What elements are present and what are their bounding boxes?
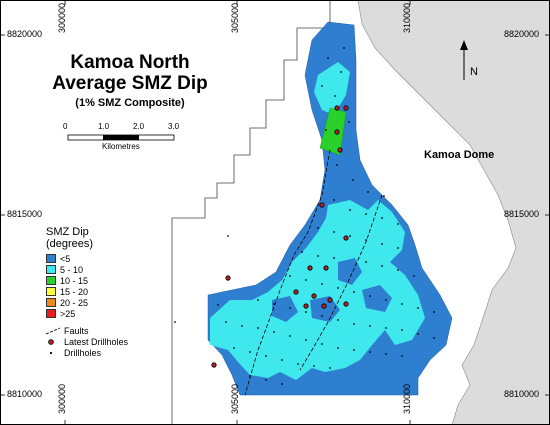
- legend-title-line2: (degrees): [46, 238, 94, 250]
- north-arrow-icon: [460, 40, 468, 80]
- scale-tick-2: 2.0: [133, 122, 145, 131]
- legend-label: 10 - 15: [60, 275, 89, 286]
- legend-swatch: [46, 298, 56, 307]
- scale-bar-graphic: [67, 134, 175, 141]
- coord-bottom-310000: 310000: [402, 384, 412, 415]
- map-subtitle: (1% SMZ Composite): [75, 97, 185, 109]
- legend-label: 15 - 20: [60, 286, 89, 297]
- coord-bottom-305000: 305000: [230, 384, 240, 415]
- kamoa-dome-label: Kamoa Dome: [424, 149, 495, 161]
- scale-tick-3: 3.0: [168, 122, 180, 131]
- coord-right-8815000: 8815000: [504, 209, 540, 219]
- legend-item: 5 - 10: [46, 264, 128, 275]
- latest-drillholes-layer: [211, 105, 349, 368]
- legend-item: <5: [46, 253, 128, 264]
- legend-item: 15 - 20: [46, 286, 128, 297]
- legend-label: <5: [60, 253, 71, 264]
- dip-zone-5-10-central: [210, 200, 425, 380]
- dip-zone-5-10-north: [314, 62, 350, 115]
- legend-item: 10 - 15: [46, 275, 128, 286]
- kamoa-dome-area: [357, 0, 550, 425]
- legend-title-line1: SMZ Dip: [46, 226, 89, 238]
- legend-item: >25: [46, 308, 128, 319]
- scale-tick-1: 1.0: [98, 122, 110, 131]
- legend-swatch: [46, 254, 56, 263]
- scale-tick-0: 0: [63, 122, 68, 131]
- fault-line-east: [299, 194, 383, 371]
- fault-line-west: [244, 149, 331, 396]
- latest-drillhole-icon: [48, 338, 54, 345]
- title-block: Kamoa North Average SMZ Dip (1% SMZ Comp…: [40, 52, 220, 109]
- legend-swatch: [46, 276, 56, 285]
- coord-left-8815000: 8815000: [7, 209, 43, 219]
- legend-label: >25: [60, 308, 76, 319]
- legend: SMZ Dip (degrees) <5 5 - 10 10 - 15 15 -…: [46, 226, 128, 358]
- coord-top-305000: 305000: [230, 3, 240, 34]
- coord-right-8820000: 8820000: [504, 29, 540, 39]
- coord-top-300000: 300000: [57, 3, 67, 34]
- legend-swatch: [46, 309, 56, 318]
- dip-zone-lt5-inner-d: [272, 296, 298, 322]
- legend-label: 20 - 25: [60, 297, 89, 308]
- legend-item-faults: Faults: [46, 325, 128, 336]
- dip-zone-lt5-inner-b: [310, 296, 340, 322]
- coord-right-8810000: 8810000: [504, 389, 540, 399]
- legend-item: 20 - 25: [46, 297, 128, 308]
- legend-swatch: [46, 287, 56, 296]
- legend-swatch: [46, 265, 56, 274]
- coord-left-8820000: 8820000: [7, 29, 43, 39]
- fault-line-icon: [46, 327, 60, 334]
- dip-zone-lt5-inner-c: [362, 285, 392, 312]
- drillhole-icon: [49, 351, 53, 354]
- legend-faults-label: Faults: [64, 325, 89, 336]
- legend-item-latest-drillholes: Latest Drillholes: [46, 336, 128, 347]
- coord-top-310000: 310000: [402, 3, 412, 34]
- map-title-line1: Kamoa North: [70, 52, 190, 73]
- legend-label: 5 - 10: [60, 264, 84, 275]
- legend-latest-drillholes-label: Latest Drillholes: [64, 336, 129, 347]
- coord-left-8810000: 8810000: [7, 389, 43, 399]
- licence-boundary: [171, 0, 331, 425]
- legend-drillholes-label: Drillholes: [64, 347, 102, 358]
- dip-zone-10-15: [319, 107, 347, 156]
- scale-unit: Kilometres: [102, 142, 140, 151]
- map-title-line2: Average SMZ Dip: [52, 73, 208, 94]
- coord-bottom-300000: 300000: [57, 384, 67, 415]
- north-arrow-label: N: [470, 66, 478, 78]
- legend-item-drillholes: Drillholes: [46, 347, 128, 358]
- drillholes-layer: [174, 47, 435, 385]
